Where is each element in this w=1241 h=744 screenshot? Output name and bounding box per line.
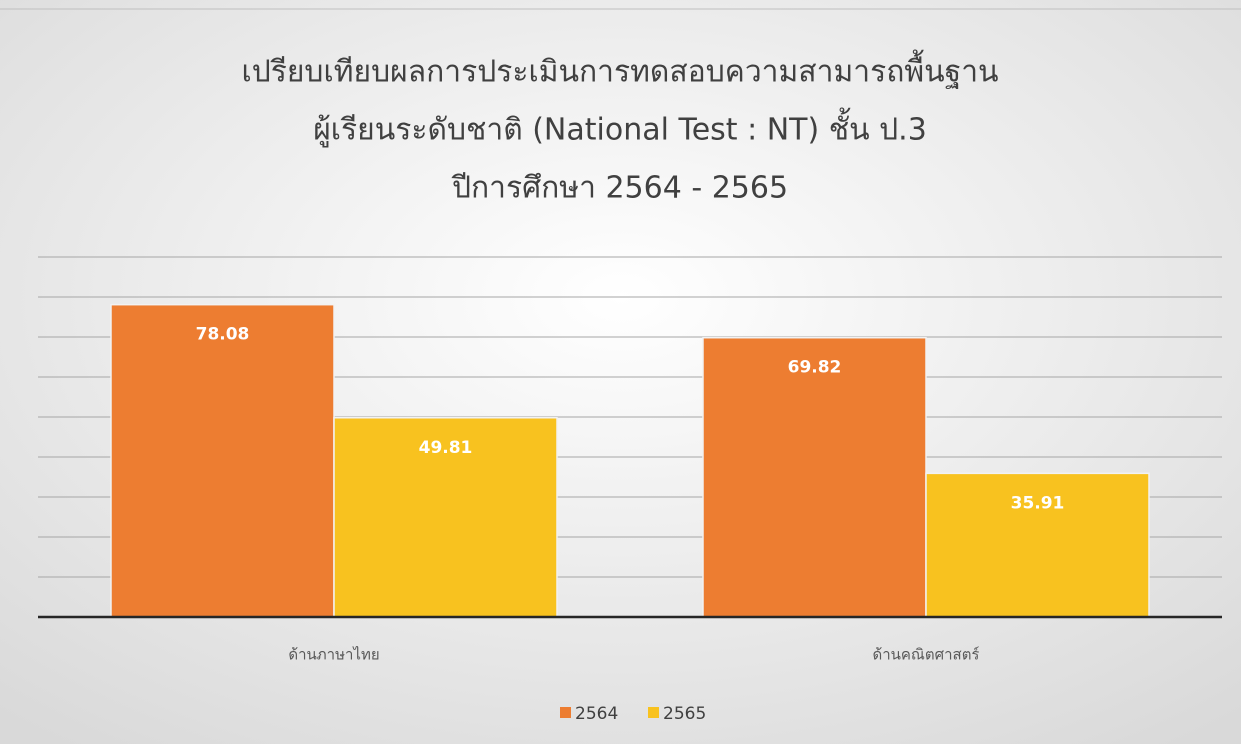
bar [333,417,558,618]
data-label: 49.81 [419,438,473,458]
legend-label: 2565 [663,704,706,724]
legend-label: 2564 [575,704,618,724]
x-tick-label: ด้านคณิตศาสตร์ [872,646,979,664]
bar [925,472,1150,618]
chart-title: เปรียบเทียบผลการประเมินการทดสอบความสามาร… [241,50,998,90]
legend-swatch [560,707,571,718]
bar [110,303,335,618]
chart-title: ผู้เรียนระดับชาติ (National Test : NT) ช… [313,108,927,148]
data-label: 78.08 [196,325,250,345]
bar [702,336,927,618]
data-label: 35.91 [1011,493,1065,513]
legend-swatch [648,707,659,718]
data-label: 69.82 [788,358,842,378]
x-tick-label: ด้านภาษาไทย [288,646,379,664]
chart-title: ปีการศึกษา 2564 - 2565 [451,171,788,206]
